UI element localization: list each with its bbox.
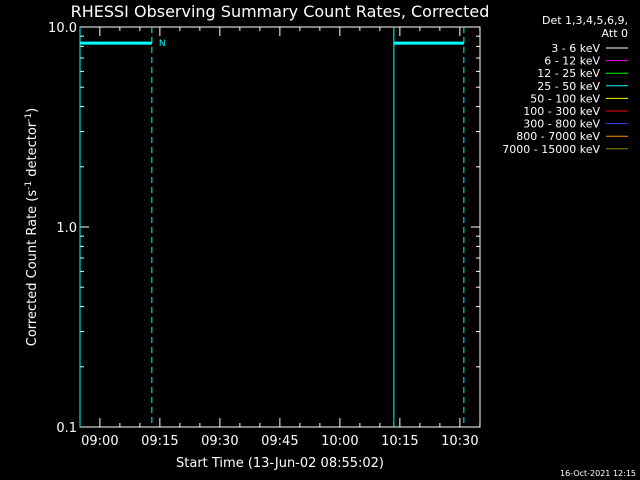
y-tick-label: 0.1 [56, 421, 77, 436]
legend-header-1: Det 1,3,4,5,6,9, [542, 14, 628, 27]
x-tick-label: 09:00 [81, 434, 118, 449]
legend-header-2: Att 0 [602, 27, 628, 40]
x-tick-label: 09:45 [261, 434, 298, 449]
x-tick-label: 10:15 [381, 434, 418, 449]
legend-label: 12 - 25 keV [537, 67, 600, 80]
legend-label: 7000 - 15000 keV [502, 143, 600, 156]
x-tick-label: 10:30 [441, 434, 478, 449]
legend-label: 100 - 300 keV [523, 105, 600, 118]
legend-label: 800 - 7000 keV [516, 130, 600, 143]
x-tick-label: 10:00 [321, 434, 358, 449]
legend-label: 3 - 6 keV [551, 42, 600, 55]
annotation-label: N [159, 39, 166, 49]
x-tick-label: 09:15 [141, 434, 178, 449]
legend-label: 300 - 800 keV [523, 118, 600, 131]
legend-label: 25 - 50 keV [537, 80, 600, 93]
legend-label: 6 - 12 keV [544, 55, 600, 68]
chart-title: RHESSI Observing Summary Count Rates, Co… [71, 2, 490, 21]
y-axis-label: Corrected Count Rate (s-1 detector-1) [24, 108, 40, 346]
y-tick-label: 1.0 [56, 221, 77, 236]
legend-label: 50 - 100 keV [530, 92, 600, 105]
plot-frame [79, 26, 481, 428]
x-tick-label: 09:30 [201, 434, 238, 449]
y-tick-label: 10.0 [48, 21, 77, 36]
x-axis-label: Start Time (13-Jun-02 08:55:02) [176, 456, 384, 471]
footer-timestamp: 16-Oct-2021 12:15 [560, 469, 636, 478]
